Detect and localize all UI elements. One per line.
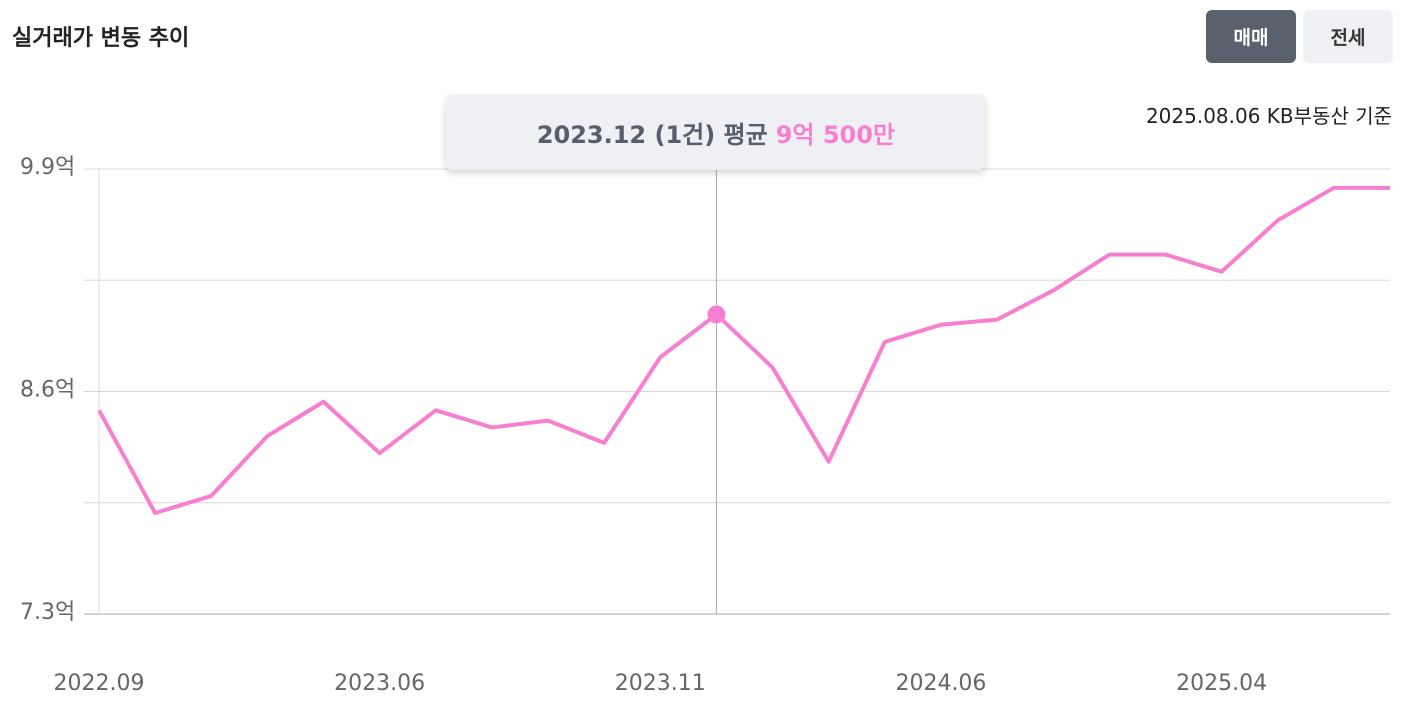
y-tick-label: 8.6억 (20, 378, 75, 403)
x-tick-label: 2025.04 (1176, 671, 1267, 696)
x-tick-label: 2024.06 (895, 671, 986, 696)
tooltip: 2023.12 (1건) 평균 9억 500만 (446, 95, 986, 170)
y-tick-label: 9.9억 (20, 155, 75, 180)
price-line (97, 185, 1390, 516)
highlight-point (707, 305, 726, 324)
tab-jeonse[interactable]: 전세 (1303, 10, 1393, 63)
x-tick-label: 2023.06 (334, 671, 425, 696)
tooltip-label: 2023.12 (1건) 평균 (536, 121, 768, 149)
y-tick-label: 7.3억 (20, 600, 75, 625)
tooltip-value: 9억 500만 (775, 121, 896, 149)
x-tick-label: 2022.09 (54, 671, 145, 696)
data-source-note: 2025.08.06 KB부동산 기준 (1145, 104, 1392, 128)
section-title: 실거래가 변동 추이 (12, 26, 190, 51)
x-tick-label: 2023.11 (615, 671, 706, 696)
tab-sale[interactable]: 매매 (1206, 10, 1296, 63)
